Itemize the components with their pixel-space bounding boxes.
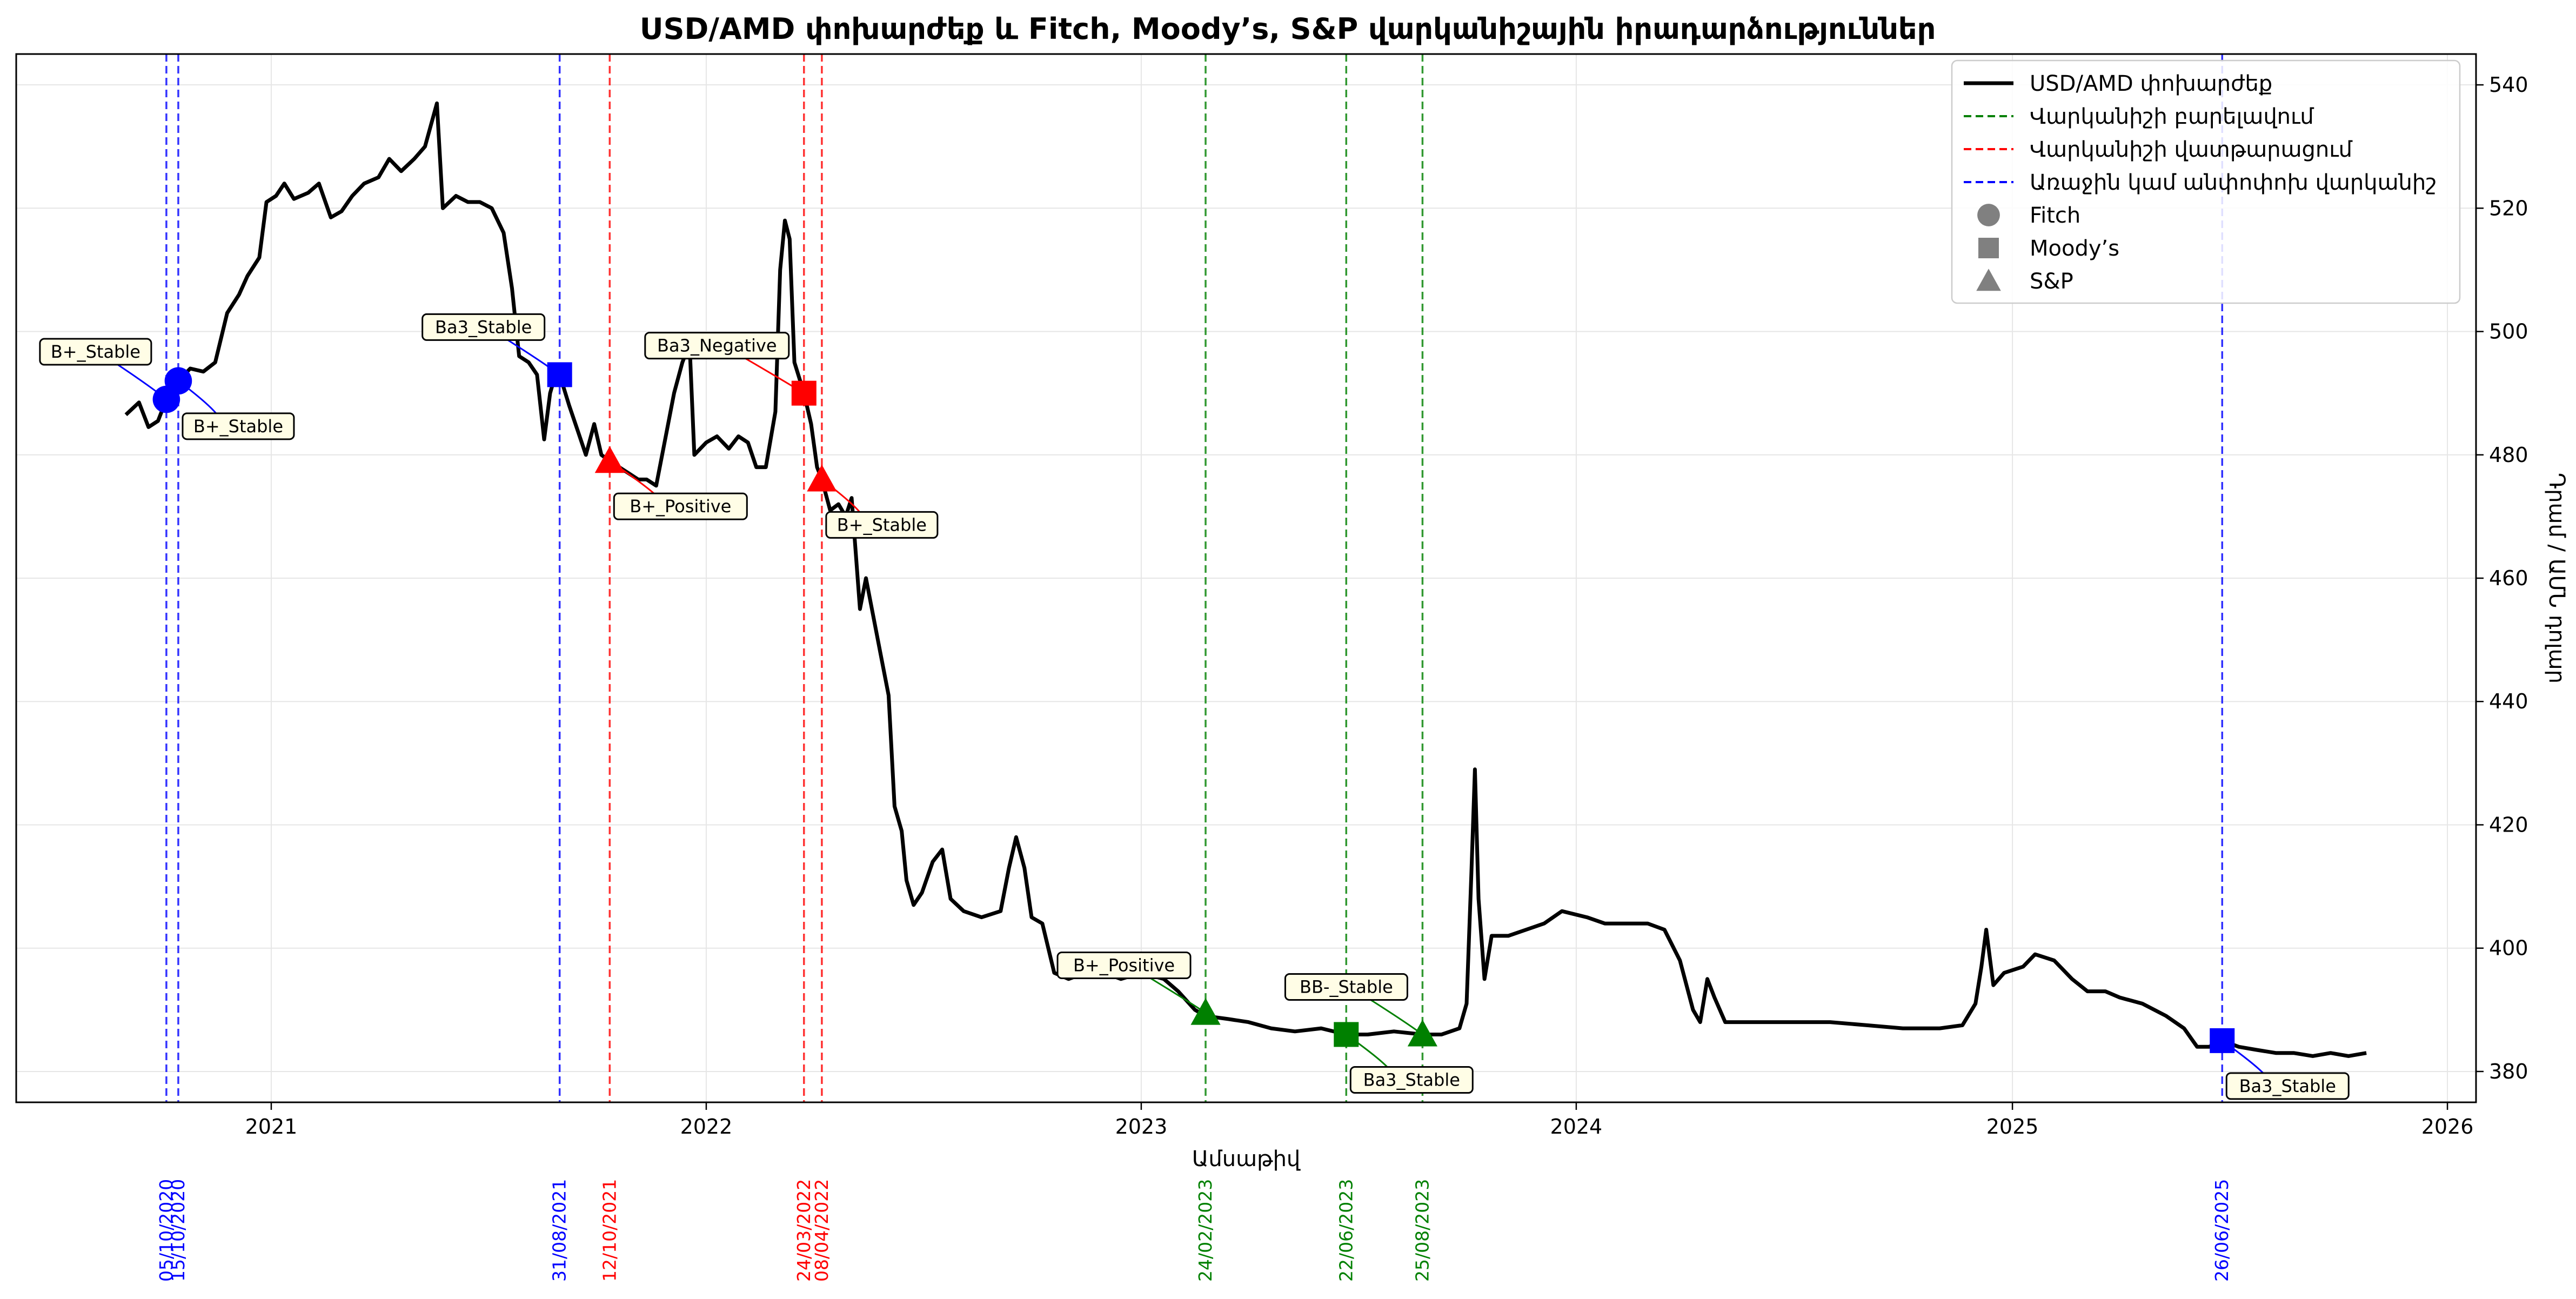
event-date-label: 22/06/2023 bbox=[1335, 1179, 1356, 1282]
annotation-label: Ba3_Negative bbox=[657, 336, 777, 356]
annotation-label: Ba3_Stable bbox=[435, 317, 532, 337]
annotation-label: B+_Stable bbox=[51, 342, 140, 362]
grid-layer bbox=[16, 54, 2476, 1102]
legend-label: S&P bbox=[2030, 269, 2073, 294]
y-tick-label: 480 bbox=[2489, 443, 2528, 467]
x-axis-label: Ամսաթիվ bbox=[1192, 1147, 1301, 1171]
annotation-box bbox=[1284, 973, 1408, 1001]
annotation-box bbox=[613, 492, 748, 520]
exchange-rate-line bbox=[124, 101, 2367, 1058]
y-tick-label: 500 bbox=[2489, 320, 2528, 344]
annotation-label: B+_Positive bbox=[630, 496, 731, 517]
annotation-arrow bbox=[2222, 1040, 2264, 1074]
annotation-label: B+_Stable bbox=[193, 416, 283, 437]
annotation-box bbox=[1349, 1066, 1474, 1094]
x-tick-label: 2023 bbox=[1115, 1115, 1168, 1139]
legend-swatch-triangle bbox=[1976, 269, 2001, 291]
annotation-label: BB-_Stable bbox=[1300, 976, 1393, 997]
annotation-box bbox=[1056, 952, 1192, 980]
event-date-label: 24/02/2023 bbox=[1195, 1179, 1216, 1282]
legend-label: Moody’s bbox=[2030, 236, 2119, 261]
x-tick-label: 2021 bbox=[245, 1115, 298, 1139]
y-tick-label: 440 bbox=[2489, 689, 2528, 713]
y-tick-label: 400 bbox=[2489, 936, 2528, 960]
annotation-label: B+_Stable bbox=[837, 514, 927, 535]
annotation-arrow bbox=[1150, 977, 1206, 1014]
event-date-label: 08/04/2022 bbox=[811, 1179, 832, 1282]
legend-label: Առաջին կամ անփոփոխ վարկանիշ bbox=[2030, 170, 2437, 195]
axis-layer: 380 400 420 440 460 480 500 520 540 2021 2022 2023 2… bbox=[245, 73, 2528, 1139]
x-tick-label: 2025 bbox=[1986, 1115, 2039, 1139]
annotation-box bbox=[644, 332, 790, 360]
event-date-label: 24/03/2022 bbox=[793, 1179, 814, 1282]
annotation-arrow bbox=[178, 380, 217, 414]
legend-label: Վարկանիշի բարելավում bbox=[2030, 104, 2314, 129]
annotation-arrow bbox=[507, 339, 560, 376]
annotation-arrow bbox=[609, 460, 655, 494]
rating-marker-sp bbox=[1407, 1019, 1438, 1047]
y-tick-label: 420 bbox=[2489, 813, 2528, 836]
annotation-box bbox=[421, 313, 546, 341]
y-axis-label: Դրամ / ԱՄՆ դոլար bbox=[2544, 473, 2569, 684]
legend-label: Վարկանիշի վատթարացում bbox=[2030, 137, 2353, 162]
y-tick-label: 380 bbox=[2489, 1060, 2528, 1083]
annotation-label: Ba3_Stable bbox=[1363, 1069, 1460, 1090]
annotation-arrow bbox=[117, 364, 167, 400]
y-tick-label: 460 bbox=[2489, 566, 2528, 590]
legend-frame bbox=[1951, 59, 2461, 304]
annotation-arrow bbox=[821, 479, 860, 513]
event-date-label: 25/08/2023 bbox=[1411, 1179, 1433, 1282]
chart-title: USD/AMD փոխարժեք և Fitch, Moody’s, S&P վ… bbox=[640, 12, 1936, 46]
annotation-label: B+_Positive bbox=[1073, 955, 1175, 976]
event-date-label: 31/08/2021 bbox=[549, 1179, 570, 1282]
legend-swatch-square bbox=[1978, 238, 1999, 258]
legend: USD/AMD փոխարժեք Վարկանիշի բարելավում Վարկ… bbox=[1951, 59, 2461, 304]
y-tick-label: 520 bbox=[2489, 196, 2528, 220]
event-line-layer bbox=[165, 54, 2223, 1102]
legend-label: USD/AMD փոխարժեք bbox=[2030, 71, 2272, 96]
annotation-arrow bbox=[745, 358, 805, 394]
legend-swatch-circle bbox=[1977, 204, 2000, 226]
annotation-box bbox=[2225, 1072, 2350, 1100]
legend-label: Fitch bbox=[2030, 203, 2080, 228]
annotation-arrow bbox=[1346, 1034, 1388, 1068]
series-layer bbox=[124, 101, 2367, 1058]
x-tick-label: 2024 bbox=[1550, 1115, 1603, 1139]
x-tick-label: 2022 bbox=[680, 1115, 733, 1139]
x-tick-label: 2026 bbox=[2421, 1115, 2474, 1139]
rating-marker-sp bbox=[1190, 997, 1221, 1025]
annotation-label: Ba3_Stable bbox=[2239, 1076, 2336, 1096]
annotation-arrow bbox=[1370, 999, 1423, 1035]
annotation-box bbox=[182, 412, 295, 440]
event-date-label: 15/10/2020 bbox=[168, 1179, 189, 1282]
event-date-label: 12/10/2021 bbox=[599, 1179, 620, 1282]
y-tick-label: 540 bbox=[2489, 73, 2528, 97]
annotation-box bbox=[825, 511, 939, 539]
annotation-box bbox=[39, 338, 152, 366]
annotation-layer: B+_Stable B+_Stable Ba3_Stable B+_Positive B… bbox=[39, 313, 2350, 1100]
event-date-label: 26/06/2025 bbox=[2211, 1179, 2232, 1282]
event-date-label: 05/10/2020 bbox=[156, 1179, 177, 1282]
